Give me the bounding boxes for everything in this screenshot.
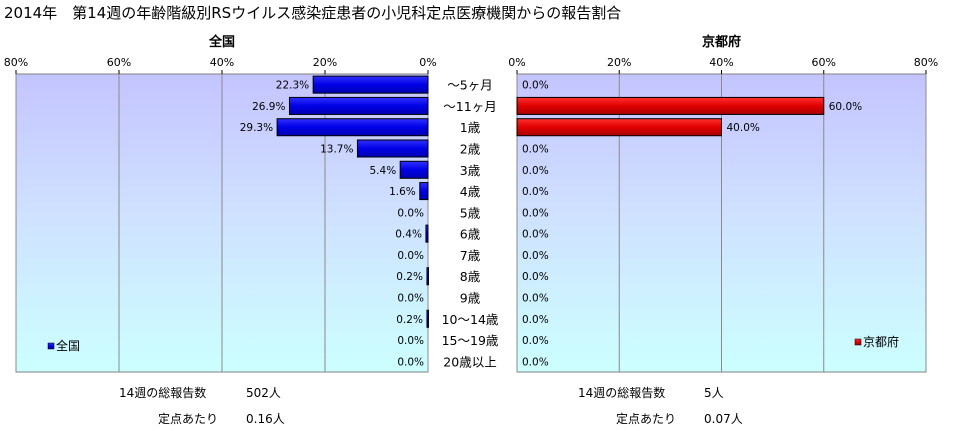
category-label: 9歳 — [460, 291, 481, 306]
category-label: 4歳 — [460, 184, 481, 199]
national-panel-title: 全国 — [208, 34, 235, 50]
national-data-label: 0.0% — [397, 207, 424, 219]
national-total-label: 14週の総報告数 — [119, 386, 207, 400]
category-label: 3歳 — [460, 163, 481, 178]
kyoto-legend-swatch — [854, 338, 862, 346]
national-bar — [288, 96, 429, 115]
category-label: 5歳 — [460, 205, 481, 220]
national-data-label: 5.4% — [370, 165, 397, 177]
national-data-label: 0.2% — [396, 271, 423, 283]
national-data-label: 0.0% — [397, 250, 424, 262]
kyoto-tick-label: 0% — [508, 56, 525, 69]
national-per-label: 定点あたり — [158, 412, 219, 426]
kyoto-data-label: 40.0% — [727, 122, 760, 134]
kyoto-bar — [516, 96, 825, 115]
national-tick-label: 40% — [210, 56, 234, 69]
national-bar — [419, 182, 429, 201]
kyoto-data-label: 0.0% — [522, 250, 549, 262]
kyoto-per-label: 定点あたり — [616, 412, 677, 426]
category-label: 15～19歳 — [442, 333, 499, 348]
kyoto-data-label: 60.0% — [829, 101, 862, 113]
kyoto-per-value: 0.07人 — [704, 412, 743, 426]
national-bar — [425, 224, 429, 243]
kyoto-total-label: 14週の総報告数 — [578, 386, 666, 400]
category-label: 7歳 — [460, 248, 481, 263]
category-label: 6歳 — [460, 227, 481, 242]
kyoto-data-label: 0.0% — [522, 207, 549, 219]
kyoto-data-label: 0.0% — [522, 144, 549, 156]
national-tick-label: 20% — [313, 56, 337, 69]
national-data-label: 0.0% — [397, 356, 424, 368]
national-bar — [399, 160, 429, 179]
kyoto-data-label: 0.0% — [522, 335, 549, 347]
national-data-label: 29.3% — [240, 122, 273, 134]
page-title: 2014年 第14週の年齢階級別RSウイルス感染症患者の小児科定点医療機関からの… — [4, 4, 622, 22]
category-label: 1歳 — [460, 120, 481, 135]
kyoto-tick-label: 40% — [709, 56, 733, 69]
national-tick-label: 80% — [4, 56, 28, 69]
kyoto-data-label: 0.0% — [522, 356, 549, 368]
kyoto-panel-title: 京都府 — [702, 34, 741, 50]
national-data-label: 0.0% — [397, 293, 424, 305]
kyoto-tick-label: 80% — [914, 56, 938, 69]
kyoto-total-value: 5人 — [704, 386, 724, 400]
kyoto-data-label: 0.0% — [522, 271, 549, 283]
kyoto-data-label: 0.0% — [522, 229, 549, 241]
national-data-label: 22.3% — [276, 80, 309, 92]
kyoto-data-label: 0.0% — [522, 186, 549, 198]
national-data-label: 1.6% — [389, 186, 416, 198]
national-bar — [426, 309, 429, 328]
national-legend-label: 全国 — [56, 338, 80, 353]
national-data-label: 0.2% — [396, 314, 423, 326]
category-label: 8歳 — [460, 269, 481, 284]
category-label: 2歳 — [460, 142, 481, 157]
kyoto-legend-label: 京都府 — [863, 334, 899, 349]
kyoto-data-label: 0.0% — [522, 80, 549, 92]
national-data-label: 26.9% — [252, 101, 285, 113]
kyoto-data-label: 0.0% — [522, 314, 549, 326]
category-label: ～5ヶ月 — [447, 78, 492, 93]
national-legend-swatch — [47, 342, 55, 350]
national-bar — [426, 267, 429, 286]
kyoto-data-label: 0.0% — [522, 165, 549, 177]
category-label: 20歳以上 — [443, 354, 496, 369]
national-data-label: 0.0% — [397, 335, 424, 347]
national-data-label: 13.7% — [320, 144, 353, 156]
national-data-label: 0.4% — [395, 229, 422, 241]
national-bar — [276, 118, 429, 137]
kyoto-data-label: 0.0% — [522, 293, 549, 305]
category-label: 10～14歳 — [442, 312, 499, 327]
national-bar — [356, 139, 429, 158]
national-tick-label: 0% — [419, 56, 436, 69]
national-total-value: 502人 — [246, 386, 281, 400]
category-label: ～11ヶ月 — [443, 99, 496, 114]
national-tick-label: 60% — [107, 56, 131, 69]
kyoto-tick-label: 20% — [607, 56, 631, 69]
kyoto-bar — [516, 118, 722, 137]
national-per-value: 0.16人 — [246, 412, 285, 426]
national-bar — [312, 75, 429, 94]
kyoto-tick-label: 60% — [812, 56, 836, 69]
